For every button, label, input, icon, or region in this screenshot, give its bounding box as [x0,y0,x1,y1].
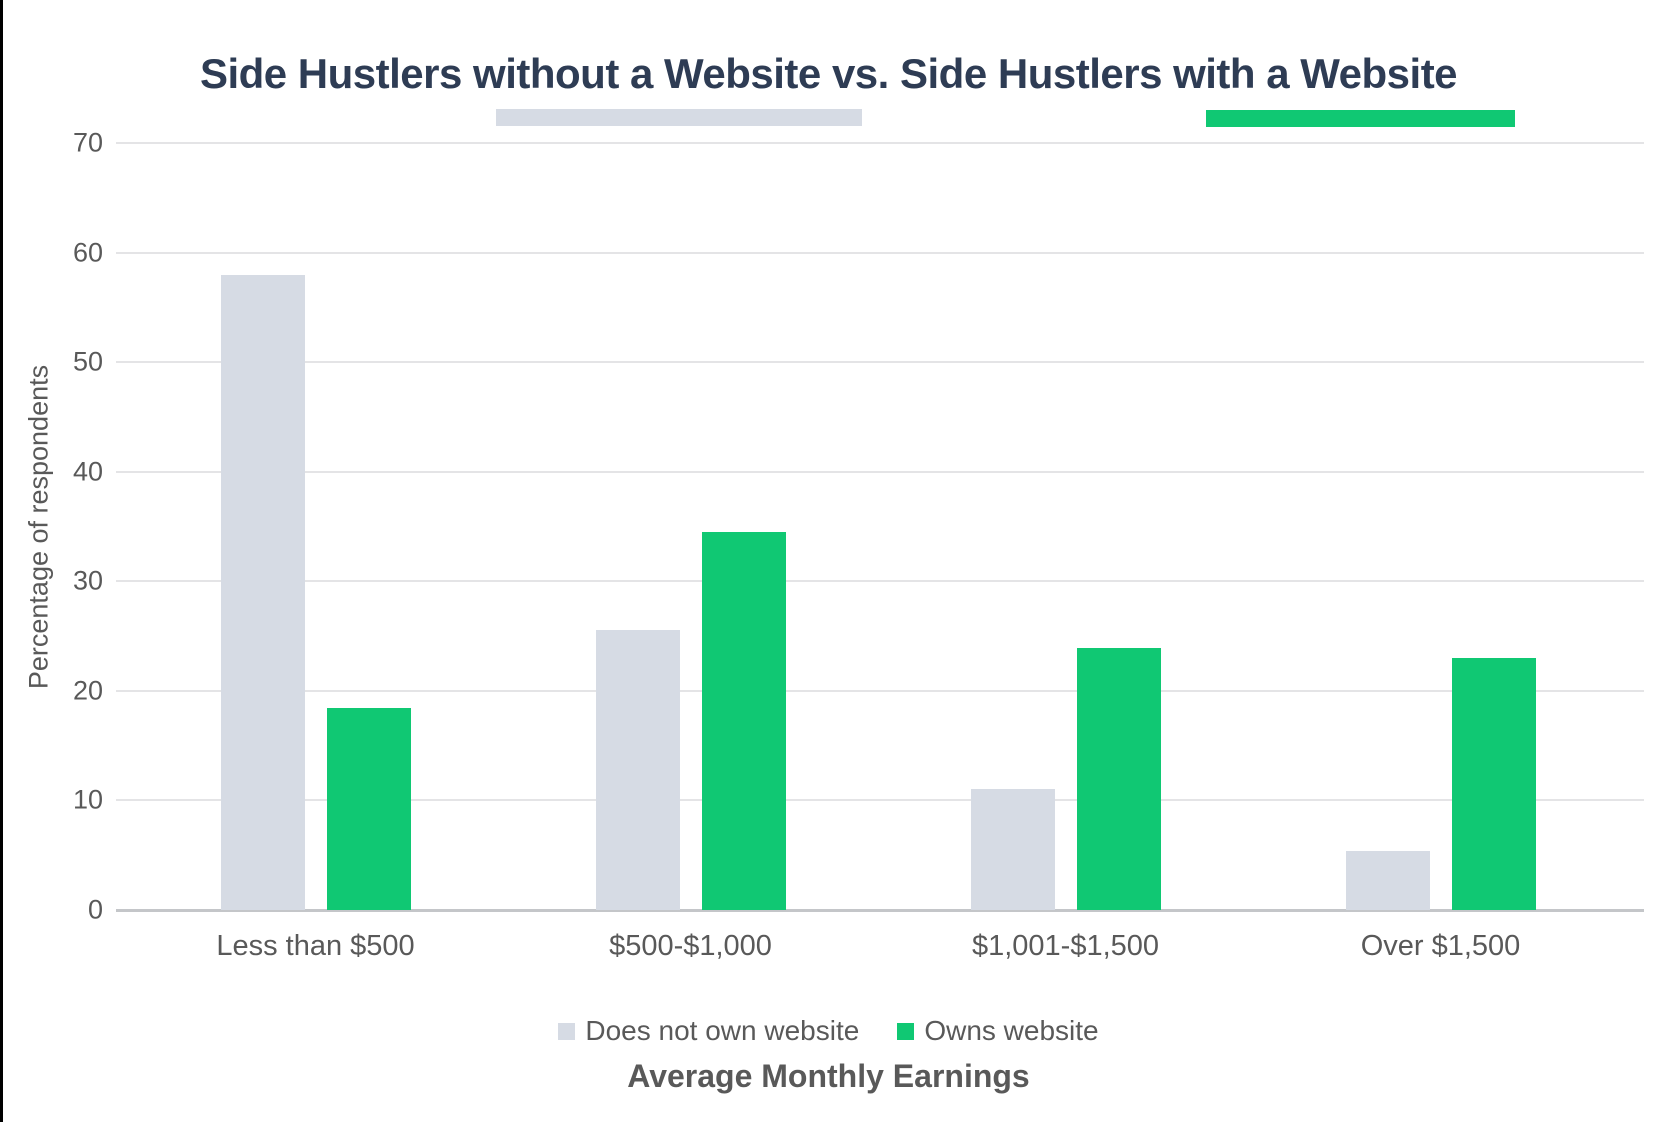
legend-swatch-no-website [558,1022,576,1040]
y-tick-label-50: 50 [72,346,103,377]
y-tick-label-0: 0 [87,894,103,925]
x-category-label-4: Over $1,500 [1360,930,1521,962]
y-tick-label-60: 60 [72,237,103,268]
bar-owns-website-1 [326,708,411,910]
bar-owns-website-2 [701,531,786,910]
legend-label-owns-website: Owns website [924,1015,1099,1046]
x-category-label-3: $1,001-$1,500 [971,930,1160,962]
gridline-70 [116,142,1644,144]
bar-group-2 [503,143,878,910]
bar-group-1 [128,143,503,910]
gridline-20 [116,689,1644,692]
gridline-30 [116,580,1644,583]
legend-item-owns-website: Owns website [897,1015,1099,1047]
legend-swatch-owns-website [897,1022,915,1040]
y-tick-label-10: 10 [72,784,103,815]
chart-title: Side Hustlers without a Website vs. Side… [199,50,1458,97]
title-underline-with-website [1206,110,1515,127]
legend-item-no-website: Does not own website [558,1015,859,1047]
legend: Does not own website Owns website [3,1012,1654,1050]
x-category-label-2: $500-$1,000 [609,930,772,962]
bar-group-3 [878,143,1253,910]
y-tick-label-40: 40 [72,456,103,487]
x-axis-title: Average Monthly Earnings [627,1058,1030,1094]
bar-no-website-1 [220,274,305,910]
x-category-labels: Less than $500 $500-$1,000 $1,001-$1,500 Ov… [128,925,1628,967]
y-tick-label-20: 20 [72,675,103,706]
gridline-10 [116,799,1644,802]
bars-layer [128,143,1628,910]
plot-area [116,142,1644,912]
legend-label-no-website: Does not own website [585,1015,860,1046]
gridline-50 [116,361,1644,364]
bar-no-website-4 [1345,850,1430,910]
y-tick-labels: 0 10 20 30 40 50 60 70 [3,128,103,925]
gridline-60 [116,251,1644,254]
bar-owns-website-3 [1076,648,1161,910]
x-axis-line [116,909,1644,912]
bar-group-4 [1253,143,1628,910]
y-tick-label-30: 30 [72,565,103,596]
bar-no-website-3 [970,789,1055,910]
x-category-label-1: Less than $500 [216,930,415,962]
bar-no-website-2 [595,629,680,910]
gridline-40 [116,470,1644,473]
y-tick-label-70: 70 [72,127,103,158]
title-underline-without-website [496,109,862,126]
bar-owns-website-4 [1451,658,1536,910]
